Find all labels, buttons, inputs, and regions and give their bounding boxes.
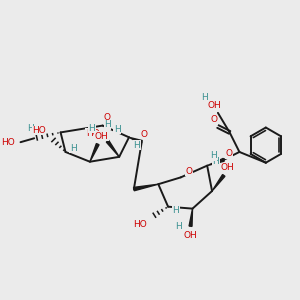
- Text: H: H: [88, 124, 95, 133]
- Text: O: O: [225, 149, 232, 158]
- Text: HO: HO: [32, 126, 46, 135]
- Text: HO: HO: [1, 138, 15, 147]
- Polygon shape: [189, 208, 193, 226]
- Text: O: O: [211, 115, 218, 124]
- Text: H: H: [201, 93, 208, 102]
- Polygon shape: [90, 143, 99, 162]
- Text: OH: OH: [221, 163, 235, 172]
- Polygon shape: [212, 175, 225, 191]
- Polygon shape: [207, 158, 224, 166]
- Text: H: H: [172, 206, 179, 215]
- Polygon shape: [106, 140, 119, 157]
- Text: O: O: [140, 130, 147, 139]
- Text: H: H: [176, 222, 182, 231]
- Text: OH: OH: [207, 100, 221, 109]
- Text: H: H: [114, 125, 121, 134]
- Text: O: O: [185, 167, 192, 176]
- Text: H: H: [27, 124, 34, 133]
- Text: OH: OH: [184, 232, 197, 241]
- Text: OH: OH: [95, 132, 109, 141]
- Text: O: O: [104, 113, 111, 122]
- Polygon shape: [134, 184, 158, 191]
- Text: HO: HO: [86, 129, 100, 138]
- Text: H: H: [134, 141, 140, 150]
- Text: H: H: [104, 120, 111, 129]
- Text: H: H: [70, 143, 77, 152]
- Text: HO: HO: [133, 220, 147, 229]
- Text: H: H: [213, 157, 219, 166]
- Text: H: H: [210, 152, 216, 160]
- Polygon shape: [129, 137, 142, 144]
